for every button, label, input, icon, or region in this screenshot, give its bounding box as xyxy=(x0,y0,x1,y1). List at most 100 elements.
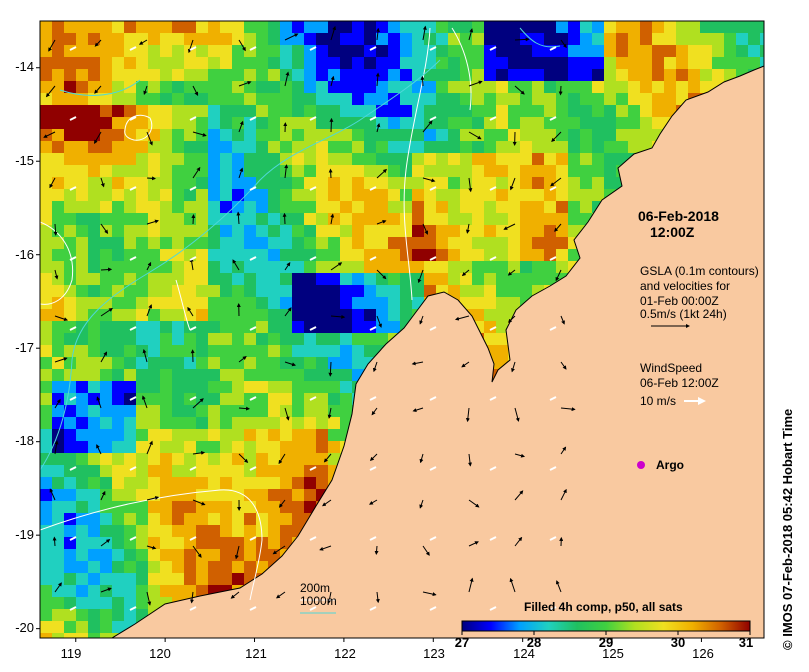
sst-cell xyxy=(52,381,64,393)
sst-cell xyxy=(160,525,172,537)
sst-cell xyxy=(532,69,544,81)
sst-cell xyxy=(220,345,232,357)
current-vector xyxy=(468,541,479,547)
sst-cell xyxy=(256,429,268,441)
sst-cell xyxy=(556,249,568,261)
sst-cell xyxy=(220,537,232,549)
sst-cell xyxy=(472,33,484,45)
sst-cell xyxy=(460,93,472,105)
sst-cell xyxy=(400,225,412,237)
sst-cell xyxy=(364,117,376,129)
wind-title: WindSpeed xyxy=(640,361,703,375)
current-vector xyxy=(187,306,194,317)
sst-cell xyxy=(112,45,124,57)
sst-cell xyxy=(160,129,172,141)
sst-cell xyxy=(64,165,76,177)
sst-cell xyxy=(232,213,244,225)
sst-cell xyxy=(124,21,136,33)
sst-cell xyxy=(520,249,532,261)
sst-cell xyxy=(652,21,664,33)
sst-cell xyxy=(556,177,568,189)
sst-cell xyxy=(208,225,220,237)
sst-cell xyxy=(460,105,472,117)
sst-cell xyxy=(400,117,412,129)
sst-cell xyxy=(160,117,172,129)
sst-cell xyxy=(100,453,112,465)
sst-cell xyxy=(40,393,52,405)
sst-cell xyxy=(304,357,316,369)
current-vector xyxy=(284,33,299,41)
sst-cell xyxy=(100,69,112,81)
sst-cell xyxy=(412,273,424,285)
sst-cell xyxy=(52,273,64,285)
sst-cell xyxy=(88,213,100,225)
sst-cell xyxy=(76,213,88,225)
sst-cell xyxy=(124,93,136,105)
sst-cell xyxy=(280,177,292,189)
current-vector xyxy=(376,122,381,133)
sst-cell xyxy=(664,105,676,117)
sst-cell xyxy=(64,585,76,597)
sst-cell xyxy=(136,573,148,585)
sst-cell xyxy=(400,93,412,105)
sst-cell xyxy=(268,321,280,333)
sst-cell xyxy=(184,189,196,201)
sst-cell xyxy=(328,357,340,369)
sst-cell xyxy=(484,69,496,81)
sst-cell xyxy=(340,33,352,45)
sst-cell xyxy=(640,117,652,129)
sst-cell xyxy=(472,297,484,309)
sst-cell xyxy=(124,165,136,177)
sst-cell xyxy=(724,69,736,81)
sst-cell xyxy=(256,225,268,237)
sst-cell xyxy=(340,237,352,249)
sst-cell xyxy=(232,69,244,81)
sst-cell xyxy=(40,129,52,141)
sst-cell xyxy=(520,129,532,141)
sst-cell xyxy=(40,153,52,165)
sst-cell xyxy=(112,417,124,429)
sst-cell xyxy=(628,117,640,129)
sst-cell xyxy=(64,333,76,345)
current-vector xyxy=(284,307,292,317)
current-vector xyxy=(192,545,202,558)
sst-cell xyxy=(484,93,496,105)
sst-cell xyxy=(508,213,520,225)
sst-cell xyxy=(508,153,520,165)
current-vector xyxy=(328,361,333,377)
sst-cell xyxy=(268,225,280,237)
sst-cell xyxy=(232,345,244,357)
sst-cell xyxy=(556,261,568,273)
sst-cell xyxy=(580,33,592,45)
sst-cell xyxy=(160,81,172,93)
sst-cell xyxy=(52,441,64,453)
sst-cell xyxy=(568,189,580,201)
sst-cell xyxy=(268,297,280,309)
sst-cell xyxy=(316,333,328,345)
sst-cell xyxy=(148,153,160,165)
sst-cell xyxy=(64,117,76,129)
sst-cell xyxy=(64,453,76,465)
lat-label: -19 xyxy=(15,527,34,542)
wind-vector xyxy=(489,116,497,121)
sst-cell xyxy=(616,105,628,117)
sst-cell xyxy=(496,285,508,297)
sst-cell xyxy=(208,453,220,465)
sst-cell xyxy=(268,537,280,549)
sst-cell xyxy=(268,477,280,489)
sst-cell xyxy=(592,141,604,153)
sst-cell xyxy=(136,417,148,429)
sst-cell xyxy=(208,81,220,93)
sst-cell xyxy=(88,189,100,201)
sst-cell xyxy=(76,21,88,33)
sst-cell xyxy=(160,93,172,105)
wind-vector xyxy=(69,536,77,541)
wind-vector xyxy=(429,46,437,51)
sst-cell xyxy=(184,285,196,297)
sst-cell xyxy=(76,369,88,381)
sst-cell xyxy=(88,405,100,417)
sst-cell xyxy=(232,165,244,177)
sst-cell xyxy=(208,33,220,45)
sst-cell xyxy=(292,69,304,81)
sst-cell xyxy=(376,165,388,177)
